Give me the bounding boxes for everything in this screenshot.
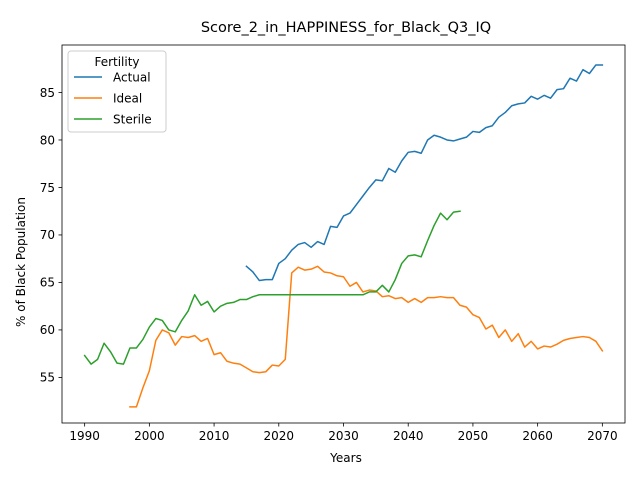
x-tick-label: 1990 xyxy=(69,429,100,443)
y-axis-label: % of Black Population xyxy=(14,197,28,327)
y-tick-label: 60 xyxy=(40,323,55,337)
series-line-ideal xyxy=(129,265,604,408)
legend-box xyxy=(67,50,167,133)
x-tick-label: 2000 xyxy=(134,429,165,443)
legend-title: Fertility xyxy=(94,55,139,69)
y-axis: 55 60 65 70 75 80 85 xyxy=(40,86,62,385)
x-tick-label: 2020 xyxy=(264,429,295,443)
y-tick-label: 55 xyxy=(40,371,55,385)
y-tick-label: 85 xyxy=(40,86,55,100)
x-tick-label: 2030 xyxy=(328,429,359,443)
x-axis-label: Years xyxy=(329,451,362,465)
x-axis: 1990 2000 2010 2020 2030 2040 2050 2060 2070 xyxy=(69,423,618,443)
y-tick-label: 65 xyxy=(40,276,55,290)
x-tick-label: 2050 xyxy=(458,429,489,443)
x-tick-label: 2040 xyxy=(393,429,424,443)
chart-title: Score_2_in_HAPPINESS_for_Black_Q3_IQ xyxy=(201,20,491,36)
y-tick-label: 70 xyxy=(40,228,55,242)
series-line-actual xyxy=(245,64,604,282)
legend-label-actual: Actual xyxy=(113,70,151,84)
y-tick-label: 80 xyxy=(40,133,55,147)
y-tick-label: 75 xyxy=(40,181,55,195)
series-line-sterile xyxy=(83,210,461,365)
plot-area xyxy=(61,44,626,424)
legend-label-sterile: Sterile xyxy=(113,112,152,126)
x-tick-label: 2060 xyxy=(522,429,553,443)
x-tick-label: 2010 xyxy=(199,429,230,443)
legend-label-ideal: Ideal xyxy=(113,91,142,105)
x-tick-label: 2070 xyxy=(587,429,618,443)
